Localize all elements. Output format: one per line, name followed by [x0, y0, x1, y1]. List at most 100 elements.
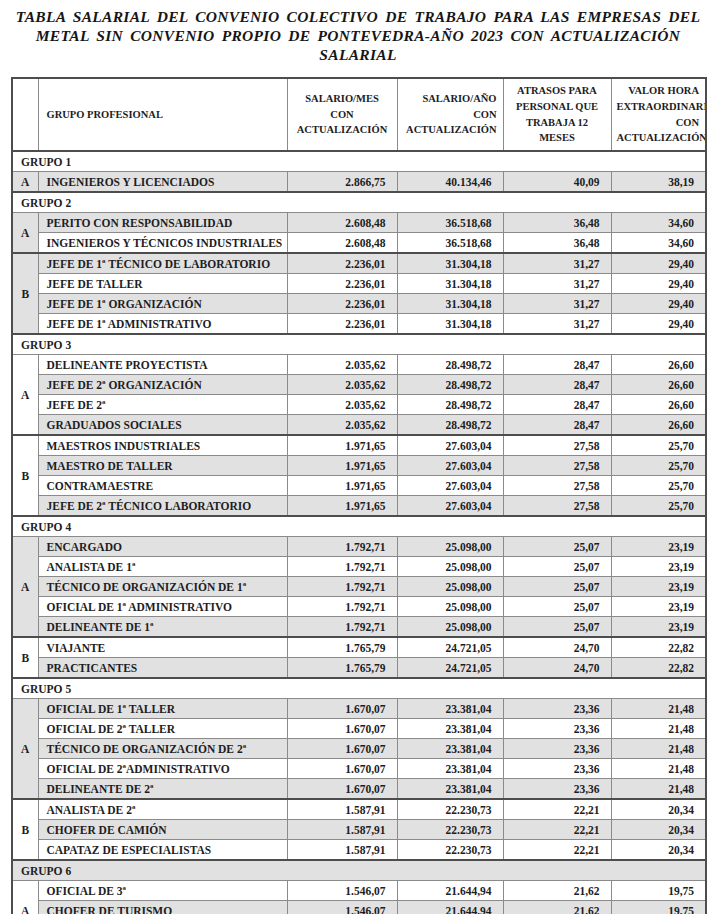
- profession-cell: CHOFER DE CAMIÓN: [38, 820, 287, 840]
- arrears-cell: 21,62: [503, 901, 611, 914]
- yearly-salary-cell: 27.603,04: [397, 456, 503, 476]
- overtime-hour-cell: 26,60: [611, 355, 706, 375]
- yearly-salary-cell: 28.498,72: [397, 355, 503, 375]
- group-label: GRUPO 2: [12, 192, 706, 213]
- col-header-valor-hora: VALOR HORA EXTRAORDINARIA CON ACTUALIZAC…: [611, 78, 706, 151]
- profession-cell: MAESTRO DE TALLER: [38, 456, 287, 476]
- yearly-salary-cell: 22.230,73: [397, 799, 503, 820]
- group-header-row: GRUPO 3: [12, 334, 706, 355]
- yearly-salary-cell: 21.644,94: [397, 881, 503, 901]
- table-row: DELINEANTE DE 1ª1.792,7125.098,0025,0723…: [12, 617, 706, 638]
- profession-cell: ANALISTA DE 1ª: [38, 557, 287, 577]
- overtime-hour-cell: 23,19: [611, 597, 706, 617]
- overtime-hour-cell: 22,82: [611, 637, 706, 658]
- profession-cell: JEFE DE TALLER: [38, 274, 287, 294]
- group-label: GRUPO 5: [12, 678, 706, 699]
- table-row: BJEFE DE 1ª TÉCNICO DE LABORATORIO2.236,…: [12, 253, 706, 274]
- overtime-hour-cell: 25,70: [611, 435, 706, 456]
- monthly-salary-cell: 1.971,65: [287, 496, 397, 517]
- overtime-hour-cell: 34,60: [611, 213, 706, 233]
- arrears-cell: 31,27: [503, 314, 611, 335]
- table-row: CONTRAMAESTRE1.971,6527.603,0427,5825,70: [12, 476, 706, 496]
- yearly-salary-cell: 28.498,72: [397, 375, 503, 395]
- monthly-salary-cell: 1.792,71: [287, 617, 397, 638]
- arrears-cell: 28,47: [503, 355, 611, 375]
- arrears-cell: 25,07: [503, 577, 611, 597]
- table-row: BVIAJANTE1.765,7924.721,0524,7022,82: [12, 637, 706, 658]
- arrears-cell: 25,07: [503, 557, 611, 577]
- table-row: OFICIAL DE 2ª TALLER1.670,0723.381,0423,…: [12, 719, 706, 739]
- arrears-cell: 22,21: [503, 799, 611, 820]
- table-row: TÉCNICO DE ORGANIZACIÓN DE 2ª1.670,0723.…: [12, 739, 706, 759]
- subgroup-letter-cell: B: [12, 253, 38, 334]
- table-row: ANALISTA DE 1ª1.792,7125.098,0025,0723,1…: [12, 557, 706, 577]
- monthly-salary-cell: 2.236,01: [287, 294, 397, 314]
- table-row: APERITO CON RESPONSABILIDAD2.608,4836.51…: [12, 213, 706, 233]
- overtime-hour-cell: 22,82: [611, 658, 706, 679]
- overtime-hour-cell: 29,40: [611, 314, 706, 335]
- profession-cell: PRACTICANTES: [38, 658, 287, 679]
- overtime-hour-cell: 21,48: [611, 719, 706, 739]
- group-label: GRUPO 1: [12, 151, 706, 172]
- monthly-salary-cell: 1.792,71: [287, 577, 397, 597]
- profession-cell: OFICIAL DE 2ªADMINISTRATIVO: [38, 759, 287, 779]
- monthly-salary-cell: 2.608,48: [287, 213, 397, 233]
- profession-cell: ENCARGADO: [38, 537, 287, 557]
- monthly-salary-cell: 1.765,79: [287, 658, 397, 679]
- group-label: GRUPO 4: [12, 516, 706, 537]
- yearly-salary-cell: 21.644,94: [397, 901, 503, 914]
- overtime-hour-cell: 21,48: [611, 779, 706, 800]
- table-row: CAPATAZ DE ESPECIALISTAS1.587,9122.230,7…: [12, 840, 706, 861]
- yearly-salary-cell: 40.134,46: [397, 172, 503, 193]
- yearly-salary-cell: 23.381,04: [397, 739, 503, 759]
- col-header-salario-ano: SALARIO/AÑO CON ACTUALIZACIÓN: [397, 78, 503, 151]
- subgroup-letter-cell: B: [12, 435, 38, 516]
- profession-cell: JEFE DE 2ª: [38, 395, 287, 415]
- document-title: TABLA SALARIAL DEL CONVENIO COLECTIVO DE…: [0, 7, 716, 64]
- table-row: JEFE DE 2ª TÉCNICO LABORATORIO1.971,6527…: [12, 496, 706, 517]
- profession-cell: TÉCNICO DE ORGANIZACIÓN DE 2ª: [38, 739, 287, 759]
- profession-cell: DELINEANTE PROYECTISTA: [38, 355, 287, 375]
- arrears-cell: 28,47: [503, 415, 611, 436]
- monthly-salary-cell: 1.670,07: [287, 699, 397, 719]
- profession-cell: GRADUADOS SOCIALES: [38, 415, 287, 436]
- monthly-salary-cell: 1.792,71: [287, 597, 397, 617]
- table-row: CHOFER DE CAMIÓN1.587,9122.230,7322,2120…: [12, 820, 706, 840]
- yearly-salary-cell: 31.304,18: [397, 294, 503, 314]
- monthly-salary-cell: 1.670,07: [287, 739, 397, 759]
- monthly-salary-cell: 1.546,07: [287, 901, 397, 914]
- yearly-salary-cell: 27.603,04: [397, 496, 503, 517]
- monthly-salary-cell: 1.587,91: [287, 799, 397, 820]
- salary-table-body: GRUPO 1AINGENIEROS Y LICENCIADOS2.866,75…: [12, 151, 706, 914]
- profession-cell: OFICIAL DE 1ª TALLER: [38, 699, 287, 719]
- overtime-hour-cell: 26,60: [611, 375, 706, 395]
- arrears-cell: 28,47: [503, 395, 611, 415]
- table-row: AOFICIAL DE 1ª TALLER1.670,0723.381,0423…: [12, 699, 706, 719]
- table-row: OFICIAL DE 1ª ADMINISTRATIVO1.792,7125.0…: [12, 597, 706, 617]
- arrears-cell: 31,27: [503, 253, 611, 274]
- monthly-salary-cell: 1.765,79: [287, 637, 397, 658]
- overtime-hour-cell: 23,19: [611, 537, 706, 557]
- yearly-salary-cell: 28.498,72: [397, 395, 503, 415]
- subgroup-letter-cell: A: [12, 213, 38, 254]
- subgroup-letter-cell: A: [12, 881, 38, 914]
- table-row: BANALISTA DE 2ª1.587,9122.230,7322,2120,…: [12, 799, 706, 820]
- overtime-hour-cell: 26,60: [611, 395, 706, 415]
- monthly-salary-cell: 1.792,71: [287, 537, 397, 557]
- yearly-salary-cell: 31.304,18: [397, 314, 503, 335]
- monthly-salary-cell: 2.035,62: [287, 375, 397, 395]
- document-page: TABLA SALARIAL DEL CONVENIO COLECTIVO DE…: [0, 0, 716, 914]
- monthly-salary-cell: 1.792,71: [287, 557, 397, 577]
- overtime-hour-cell: 23,19: [611, 577, 706, 597]
- profession-cell: TÉCNICO DE ORGANIZACIÓN DE 1ª: [38, 577, 287, 597]
- yearly-salary-cell: 36.518,68: [397, 213, 503, 233]
- arrears-cell: 25,07: [503, 597, 611, 617]
- overtime-hour-cell: 23,19: [611, 617, 706, 638]
- overtime-hour-cell: 21,48: [611, 739, 706, 759]
- profession-cell: ANALISTA DE 2ª: [38, 799, 287, 820]
- overtime-hour-cell: 25,70: [611, 496, 706, 517]
- overtime-hour-cell: 19,75: [611, 901, 706, 914]
- arrears-cell: 23,36: [503, 779, 611, 800]
- monthly-salary-cell: 2.236,01: [287, 253, 397, 274]
- monthly-salary-cell: 1.587,91: [287, 840, 397, 861]
